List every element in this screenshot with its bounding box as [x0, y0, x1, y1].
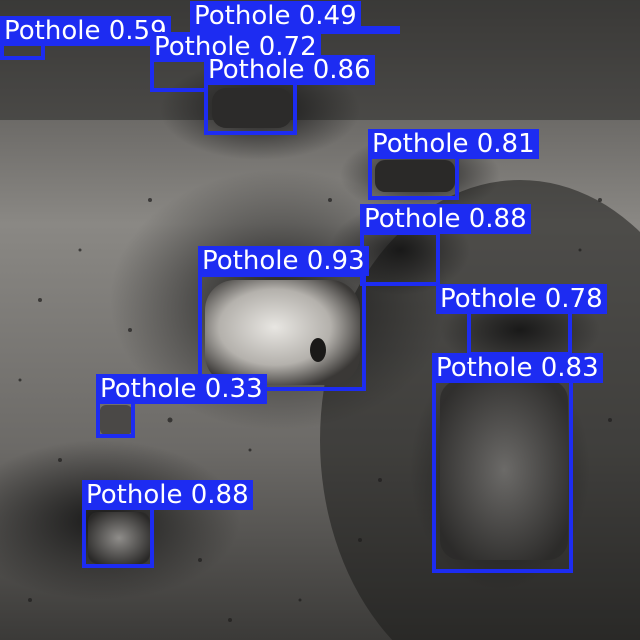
detection-label: Pothole 0.59 — [0, 16, 171, 46]
detection-box — [96, 400, 135, 438]
detection-label: Pothole 0.81 — [368, 129, 539, 159]
detection-label: Pothole 0.49 — [190, 1, 361, 31]
detection-label: Pothole 0.93 — [198, 246, 369, 276]
detection-box — [82, 506, 154, 568]
detection-label: Pothole 0.78 — [436, 284, 607, 314]
detection-box — [467, 310, 572, 356]
detection-box — [432, 379, 573, 573]
detection-label: Pothole 0.33 — [96, 374, 267, 404]
detection-box — [204, 80, 297, 135]
detection-box — [368, 155, 459, 200]
detection-label: Pothole 0.83 — [432, 353, 603, 383]
detection-label: Pothole 0.86 — [204, 55, 375, 85]
detection-box — [360, 231, 440, 286]
detection-box — [150, 58, 208, 92]
detection-label: Pothole 0.88 — [82, 480, 253, 510]
detection-label: Pothole 0.88 — [360, 204, 531, 234]
